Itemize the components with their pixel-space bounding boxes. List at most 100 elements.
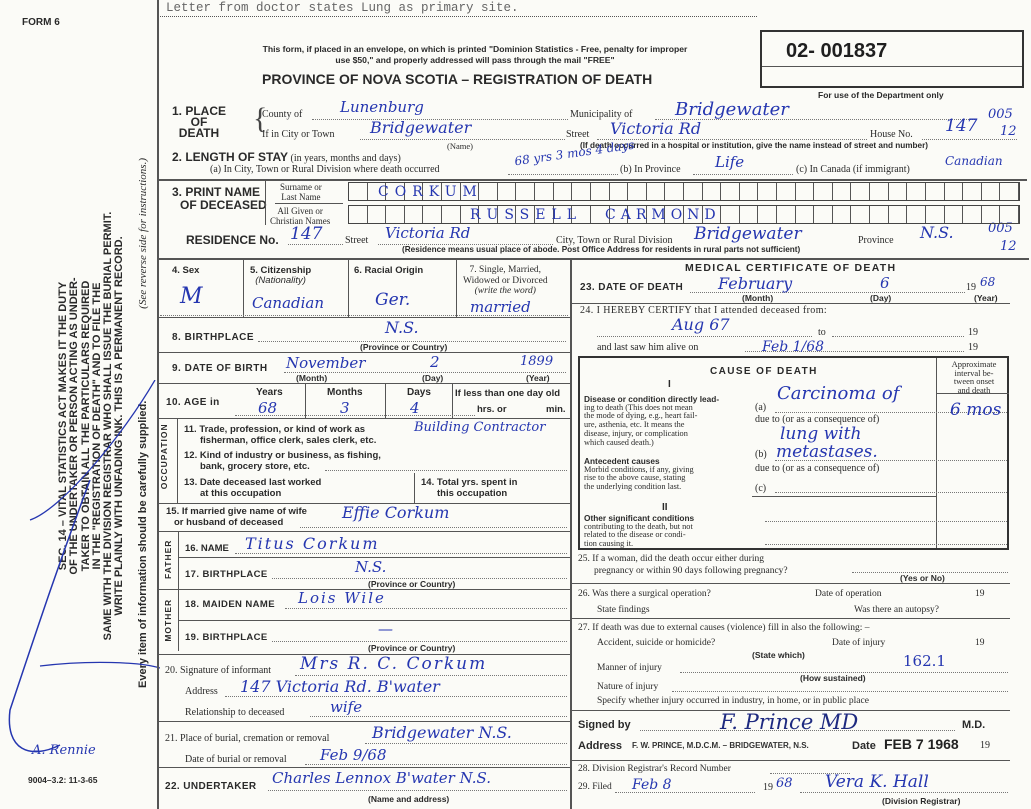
day-note: (Day) [870, 293, 892, 303]
surname-grid[interactable] [348, 182, 1020, 201]
letter-cell [684, 183, 703, 200]
letter-cell [368, 206, 387, 223]
letter-cell [740, 183, 759, 200]
attended-from-value: Aug 67 [672, 315, 730, 334]
letter-cell [889, 206, 908, 223]
filed-year-prefix: 19 [763, 782, 773, 793]
informant-signature: Mrs R. C. Corkum [300, 654, 488, 674]
province-note: (Province or Country) [360, 342, 448, 352]
margin-code: 005 [988, 221, 1013, 236]
letter-cell [963, 206, 982, 223]
residence-street-label: Street [345, 235, 369, 246]
typed-note: Letter from doctor states Lung as primar… [166, 1, 519, 15]
mother-section-label: MOTHER [162, 598, 173, 642]
how-sustained-note: (How sustained) [800, 673, 866, 683]
letter-cell [796, 183, 815, 200]
given-first-value: RUSSELL [470, 207, 583, 223]
physician-signature: F. Prince MD [720, 710, 859, 734]
last-saw-value: Feb 1/68 [762, 339, 825, 355]
mother-birthplace-value: — [378, 620, 393, 638]
brace-icon: { [253, 102, 268, 135]
stay-canada-label: (c) In Canada (if immigrant) [796, 164, 910, 175]
letter-cell [442, 183, 461, 200]
father-name-label: 16. NAME [185, 543, 229, 554]
letter-cell [665, 206, 684, 223]
given-second-value: CARMOND [605, 207, 721, 223]
place-of-death-label: 1. PLACE OF DEATH [172, 104, 227, 140]
informant-address-value: 147 Victoria Rd. B'water [240, 677, 440, 696]
sex-value: M [180, 284, 203, 309]
margin-code: 12 [1000, 239, 1017, 254]
municipality-value: Bridgewater [675, 99, 789, 120]
manner-label: Manner of injury [597, 663, 662, 673]
letter-cell [368, 183, 387, 200]
direct-cause-label: Disease or condition directly lead-ing t… [584, 394, 720, 447]
letter-cell [982, 183, 1001, 200]
marital-value: married [470, 298, 531, 316]
relationship-value: wife [330, 698, 363, 716]
q26-label: 26. Was there a surgical operation? [578, 589, 711, 599]
part-two-label: II [662, 502, 668, 513]
burial-date-label: Date of burial or removal [185, 754, 287, 765]
clerk-signature: A. Rennie [32, 743, 96, 758]
letter-cell [442, 206, 461, 223]
stay-canada-value: Canadian [945, 154, 1003, 168]
residence-province-value: N.S. [920, 223, 954, 242]
letter-cell [777, 183, 796, 200]
residence-city-label: City, Town or Rural Division [556, 235, 673, 246]
registrar-signature: Vera K. Hall [825, 772, 929, 792]
dod-year-value: 68 [980, 275, 996, 289]
letter-cell [945, 183, 964, 200]
other-conditions-label: Other significant conditions contributing… [584, 513, 695, 549]
dob-year-value: 1899 [520, 354, 554, 369]
letter-cell [516, 183, 536, 200]
age-label: 10. AGE in [166, 397, 220, 408]
letter-cell [386, 206, 405, 223]
total-years-label: 14. Total yrs. spent in this occupation [421, 477, 518, 499]
letter-cell [647, 183, 666, 200]
dod-day-value: 6 [880, 274, 890, 292]
letter-cell [758, 206, 778, 223]
min-label: min. [546, 404, 566, 415]
marital-label: 7. Single, Married, Widowed or Divorced (w… [463, 265, 548, 296]
racial-label: 6. Racial Origin [354, 265, 424, 276]
letter-cell [963, 183, 982, 200]
residence-province-label: Province [858, 235, 894, 246]
letter-cell [386, 183, 405, 200]
margin-code: 005 [988, 107, 1013, 122]
undertaker-label: 22. UNDERTAKER [165, 781, 257, 792]
letter-cell [610, 206, 629, 223]
letter-cell [926, 183, 945, 200]
residence-street-value: Victoria Rd [385, 224, 471, 242]
racial-value: Ger. [375, 290, 411, 310]
given-names-grid[interactable] [348, 205, 1020, 224]
year-prefix: 19 [980, 740, 990, 751]
house-value: 147 [945, 116, 978, 136]
letter-cell [796, 206, 815, 223]
letter-cell [721, 206, 740, 223]
cause-a-label: (a) [755, 402, 767, 413]
page-title: PROVINCE OF NOVA SCOTIA – REGISTRATION O… [262, 71, 653, 87]
classification-code: 162.1 [903, 652, 946, 670]
letter-cell [684, 206, 703, 223]
due-to-label: due to (or as a consequence of) [755, 414, 880, 425]
part-one-label: I [668, 379, 671, 390]
burial-date-value: Feb 9/68 [320, 746, 387, 764]
street-label: Street [566, 129, 590, 140]
citizenship-value: Canadian [252, 294, 325, 312]
stay-city-label: (a) In City, Town or Rural Division wher… [210, 164, 440, 175]
residence-city-value: Bridgewater [694, 224, 802, 244]
state-which-note: (State which) [752, 650, 805, 660]
notice-line: This form, if placed in an envelope, on … [262, 44, 688, 54]
month-note: (Month) [742, 293, 774, 303]
city-label: If in City or Town [262, 129, 335, 140]
letter-cell [516, 206, 536, 223]
registrar-note: (Division Registrar) [882, 796, 961, 806]
letter-cell [498, 206, 517, 223]
undertaker-note: (Name and address) [368, 794, 450, 804]
letter-cell [423, 183, 443, 200]
letter-cell [479, 183, 498, 200]
letter-cell [572, 183, 591, 200]
injury-date-label: Date of injury [832, 638, 886, 648]
letter-cell [833, 206, 852, 223]
